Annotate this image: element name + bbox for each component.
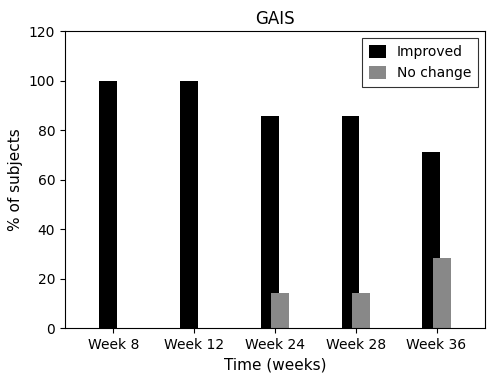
- Bar: [180, 81, 198, 328]
- X-axis label: Time (weeks): Time (weeks): [224, 358, 326, 373]
- Title: GAIS: GAIS: [255, 10, 295, 28]
- Bar: [342, 116, 359, 328]
- Bar: [272, 293, 289, 328]
- Bar: [261, 116, 278, 328]
- Legend: Improved, No change: Improved, No change: [362, 38, 478, 87]
- Y-axis label: % of subjects: % of subjects: [8, 129, 24, 231]
- Bar: [433, 258, 451, 328]
- Bar: [99, 81, 117, 328]
- Bar: [352, 293, 370, 328]
- Bar: [422, 152, 440, 328]
